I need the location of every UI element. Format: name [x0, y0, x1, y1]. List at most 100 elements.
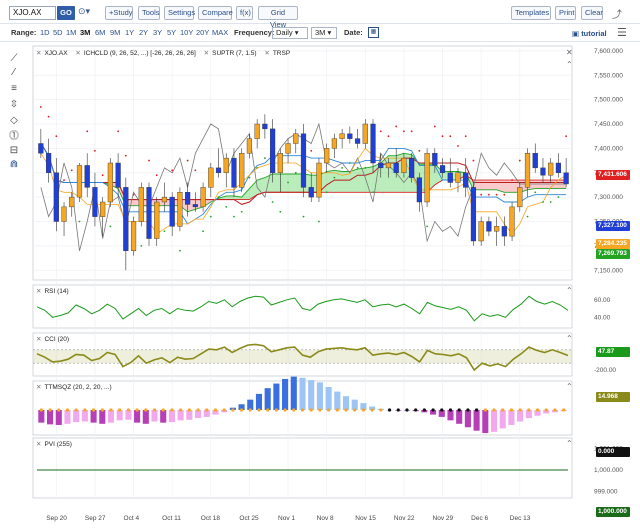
ttm-bar: [64, 410, 71, 424]
supertrend-dot: [480, 193, 483, 196]
legend-supertrend: SUPTR (7, 1.5): [212, 50, 257, 57]
range-1y[interactable]: 1Y: [125, 28, 135, 37]
remove-cci-icon[interactable]: ✕: [36, 336, 42, 343]
supertrend-dot: [372, 191, 374, 194]
add-study-button[interactable]: +Study: [105, 6, 133, 20]
cloud-segment: [249, 180, 258, 200]
remove-supertrend-icon[interactable]: ✕: [203, 50, 210, 57]
link-icon[interactable]: ⊙▾: [78, 6, 91, 16]
ttm-dot: [144, 408, 148, 412]
remove-pvi-icon[interactable]: ✕: [36, 441, 42, 448]
remove-ttm-icon[interactable]: ✕: [36, 384, 42, 391]
templates-button[interactable]: Templates: [511, 6, 551, 20]
shapes-icon[interactable]: ◇: [10, 115, 18, 126]
share-icon[interactable]: ⤴: [612, 10, 622, 21]
tutorial-link[interactable]: ▣ tutorial: [572, 29, 607, 38]
chart-canvas[interactable]: 7,600.000 7,550.000 7,500.000 7,450.000 7,40…: [0, 42, 640, 530]
ttm-dot: [327, 408, 331, 412]
ttm-bar: [351, 399, 358, 410]
supertrend-dot: [441, 135, 444, 138]
ttm-pane-controls[interactable]: ⌃: [566, 382, 573, 391]
calendar-icon[interactable]: ▦: [368, 27, 379, 38]
line-icon[interactable]: ⁄: [13, 67, 15, 78]
arrows-icon[interactable]: ⇳: [9, 99, 19, 110]
main-pane-controls[interactable]: ✕: [566, 48, 573, 57]
pane-y-tick: 1,000.000: [594, 467, 623, 474]
pvi-pane-controls[interactable]: ⌃: [566, 439, 573, 448]
fibonacci-icon[interactable]: ≡: [11, 83, 17, 94]
range-3m[interactable]: 3M: [80, 28, 91, 37]
remove-main-icon[interactable]: ✕: [36, 50, 42, 57]
remove-trsp-icon[interactable]: ✕: [264, 50, 270, 57]
candle-body: [540, 167, 546, 176]
range-20y[interactable]: 20Y: [196, 28, 210, 37]
range-5y[interactable]: 5Y: [167, 28, 177, 37]
trendline-icon[interactable]: ⟋: [10, 53, 18, 64]
settings-button[interactable]: Settings: [164, 6, 195, 20]
candle-body: [416, 177, 422, 203]
cci-pane-controls[interactable]: ⌃: [566, 334, 573, 343]
candle-body: [69, 196, 75, 208]
main-pane-collapse-icon[interactable]: ⌃: [566, 60, 573, 69]
annotation-icon[interactable]: ⓵: [9, 131, 19, 142]
legend-cci: CCI (20): [44, 336, 70, 343]
compare-button[interactable]: Compare: [198, 6, 233, 20]
magnet-icon[interactable]: ⋒: [9, 159, 19, 170]
cloud-segment: [226, 195, 234, 200]
ttm-bar: [142, 410, 149, 424]
candle-body: [45, 153, 52, 173]
candle-body: [154, 201, 160, 239]
rsi-pane-controls[interactable]: ⌃: [566, 286, 573, 295]
ttm-dot: [118, 408, 122, 412]
ttm-dot: [91, 408, 96, 412]
range-5d[interactable]: 5D: [53, 28, 63, 37]
frequency-select[interactable]: Daily ▾: [272, 27, 308, 39]
range-3y[interactable]: 3Y: [153, 28, 163, 37]
measure-icon[interactable]: ⊟: [9, 145, 19, 156]
remove-ichimoku-icon[interactable]: ✕: [75, 50, 81, 57]
range-2y[interactable]: 2Y: [139, 28, 149, 37]
range-1d[interactable]: 1D: [40, 28, 50, 37]
remove-rsi-icon[interactable]: ✕: [36, 288, 42, 295]
ttm-bar: [73, 410, 80, 423]
range-9m[interactable]: 9M: [110, 28, 121, 37]
grid-view-button[interactable]: Grid View: [258, 6, 298, 29]
ttm-dot: [431, 408, 435, 412]
candle-body: [409, 157, 415, 178]
candle-body: [478, 221, 484, 242]
tools-button[interactable]: Tools: [138, 6, 160, 20]
x-tick-label: Sep 27: [85, 515, 106, 522]
y-tick-label: 7,300.000: [594, 194, 623, 201]
candle-body: [347, 133, 353, 139]
cloud-segment: [488, 180, 497, 190]
supertrend-dot: [495, 193, 498, 196]
pane-frame-1: [32, 284, 573, 329]
period-select[interactable]: 3M ▾: [311, 27, 337, 39]
legend-symbol: XJO.AX: [44, 50, 68, 57]
supertrend-dot: [109, 225, 112, 228]
top-toolbar: XJO.AX GO ⊙▾ +Study Tools Settings Compa…: [0, 0, 640, 29]
ttm-dot: [57, 408, 61, 412]
ttm-dot: [527, 408, 531, 412]
print-button[interactable]: Print: [555, 6, 576, 20]
symbol-input[interactable]: XJO.AX: [9, 6, 56, 20]
legend-trsp: TRSP: [272, 50, 291, 57]
supertrend-dot: [542, 201, 544, 203]
hamburger-menu-icon[interactable]: ☰: [617, 27, 627, 39]
range-10y[interactable]: 10Y: [180, 28, 194, 37]
ttm-dot: [300, 408, 305, 412]
range-max[interactable]: MAX: [212, 28, 229, 37]
ttm-dot: [361, 408, 366, 412]
chart-area[interactable]: 7,600.000 7,550.000 7,500.000 7,450.000 7,40…: [0, 42, 640, 530]
supertrend-dot: [487, 193, 490, 196]
ttm-dot: [152, 408, 157, 412]
range-6m[interactable]: 6M: [95, 28, 106, 37]
ttm-bar: [255, 393, 263, 410]
clear-button[interactable]: Clear: [581, 6, 603, 20]
candle-body: [362, 123, 368, 144]
x-tick-label: Oct 4: [124, 515, 140, 522]
supertrend-dot: [410, 130, 413, 133]
function-button[interactable]: f(x): [236, 6, 253, 20]
range-1m[interactable]: 1M: [66, 28, 77, 37]
go-button[interactable]: GO: [57, 6, 75, 20]
